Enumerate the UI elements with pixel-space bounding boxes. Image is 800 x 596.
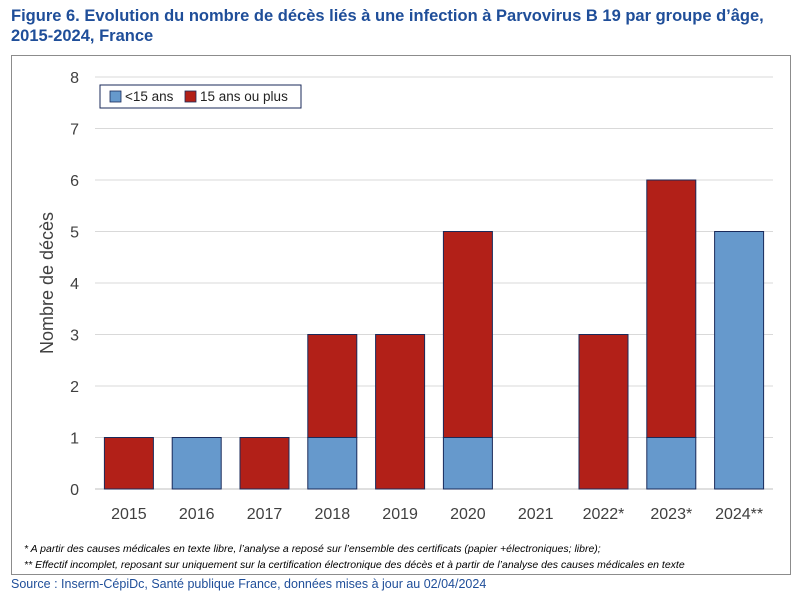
figure-title-line-2: 2015-2024, France: [11, 27, 154, 45]
chart-frame: [11, 55, 791, 575]
bar-15plus-2019: [375, 334, 426, 490]
bar-under15-2020: [442, 437, 493, 490]
legend-swatch-15plus: [184, 90, 197, 103]
x-tick-label: 2020: [450, 506, 486, 523]
x-tick-label: 2018: [315, 506, 351, 523]
legend-label-under15: <15 ans: [125, 89, 174, 104]
x-tick-label: 2022*: [583, 506, 625, 523]
y-tick-label: 5: [70, 225, 79, 242]
bar-15plus-2022*: [578, 334, 629, 490]
y-tick-label: 1: [70, 431, 79, 448]
y-tick-label: 2: [70, 379, 79, 396]
bar-15plus-2017: [239, 437, 290, 490]
x-tick-label: 2017: [247, 506, 283, 523]
bar-15plus-2018: [307, 334, 358, 438]
x-tick-label: 2024**: [715, 506, 763, 523]
figure-title: Figure 6. Evolution du nombre de décès l…: [11, 6, 791, 46]
legend-swatch-under15: [109, 90, 122, 103]
y-tick-label: 3: [70, 328, 79, 345]
y-tick-label: 6: [70, 173, 79, 190]
x-tick-label: 2023*: [650, 506, 692, 523]
bar-15plus-2020: [442, 231, 493, 438]
y-tick-label: 8: [70, 70, 79, 87]
y-tick-label: 0: [70, 482, 79, 499]
footnote-2: ** Effectif incomplet, reposant sur uniq…: [24, 559, 685, 571]
figure-title-line-1: Figure 6. Evolution du nombre de décès l…: [11, 7, 764, 25]
bar-under15-2018: [307, 437, 358, 490]
y-tick-label: 4: [70, 276, 79, 293]
footnote-1: * A partir des causes médicales en texte…: [24, 543, 601, 555]
bar-under15-2024**: [714, 231, 765, 490]
source-line: Source : Inserm-CépiDc, Santé publique F…: [11, 577, 487, 591]
bar-15plus-2015: [103, 437, 154, 490]
x-tick-label: 2015: [111, 506, 147, 523]
bar-15plus-2023*: [646, 179, 697, 438]
legend-box: [99, 84, 302, 109]
bar-under15-2016: [171, 437, 222, 490]
legend-label-15plus: 15 ans ou plus: [200, 89, 288, 104]
x-tick-label: 2019: [382, 506, 418, 523]
y-tick-label: 7: [70, 122, 79, 139]
x-tick-label: 2021: [518, 506, 554, 523]
bar-under15-2023*: [646, 437, 697, 490]
y-axis-label: Nombre de décès: [37, 212, 57, 354]
x-tick-label: 2016: [179, 506, 215, 523]
